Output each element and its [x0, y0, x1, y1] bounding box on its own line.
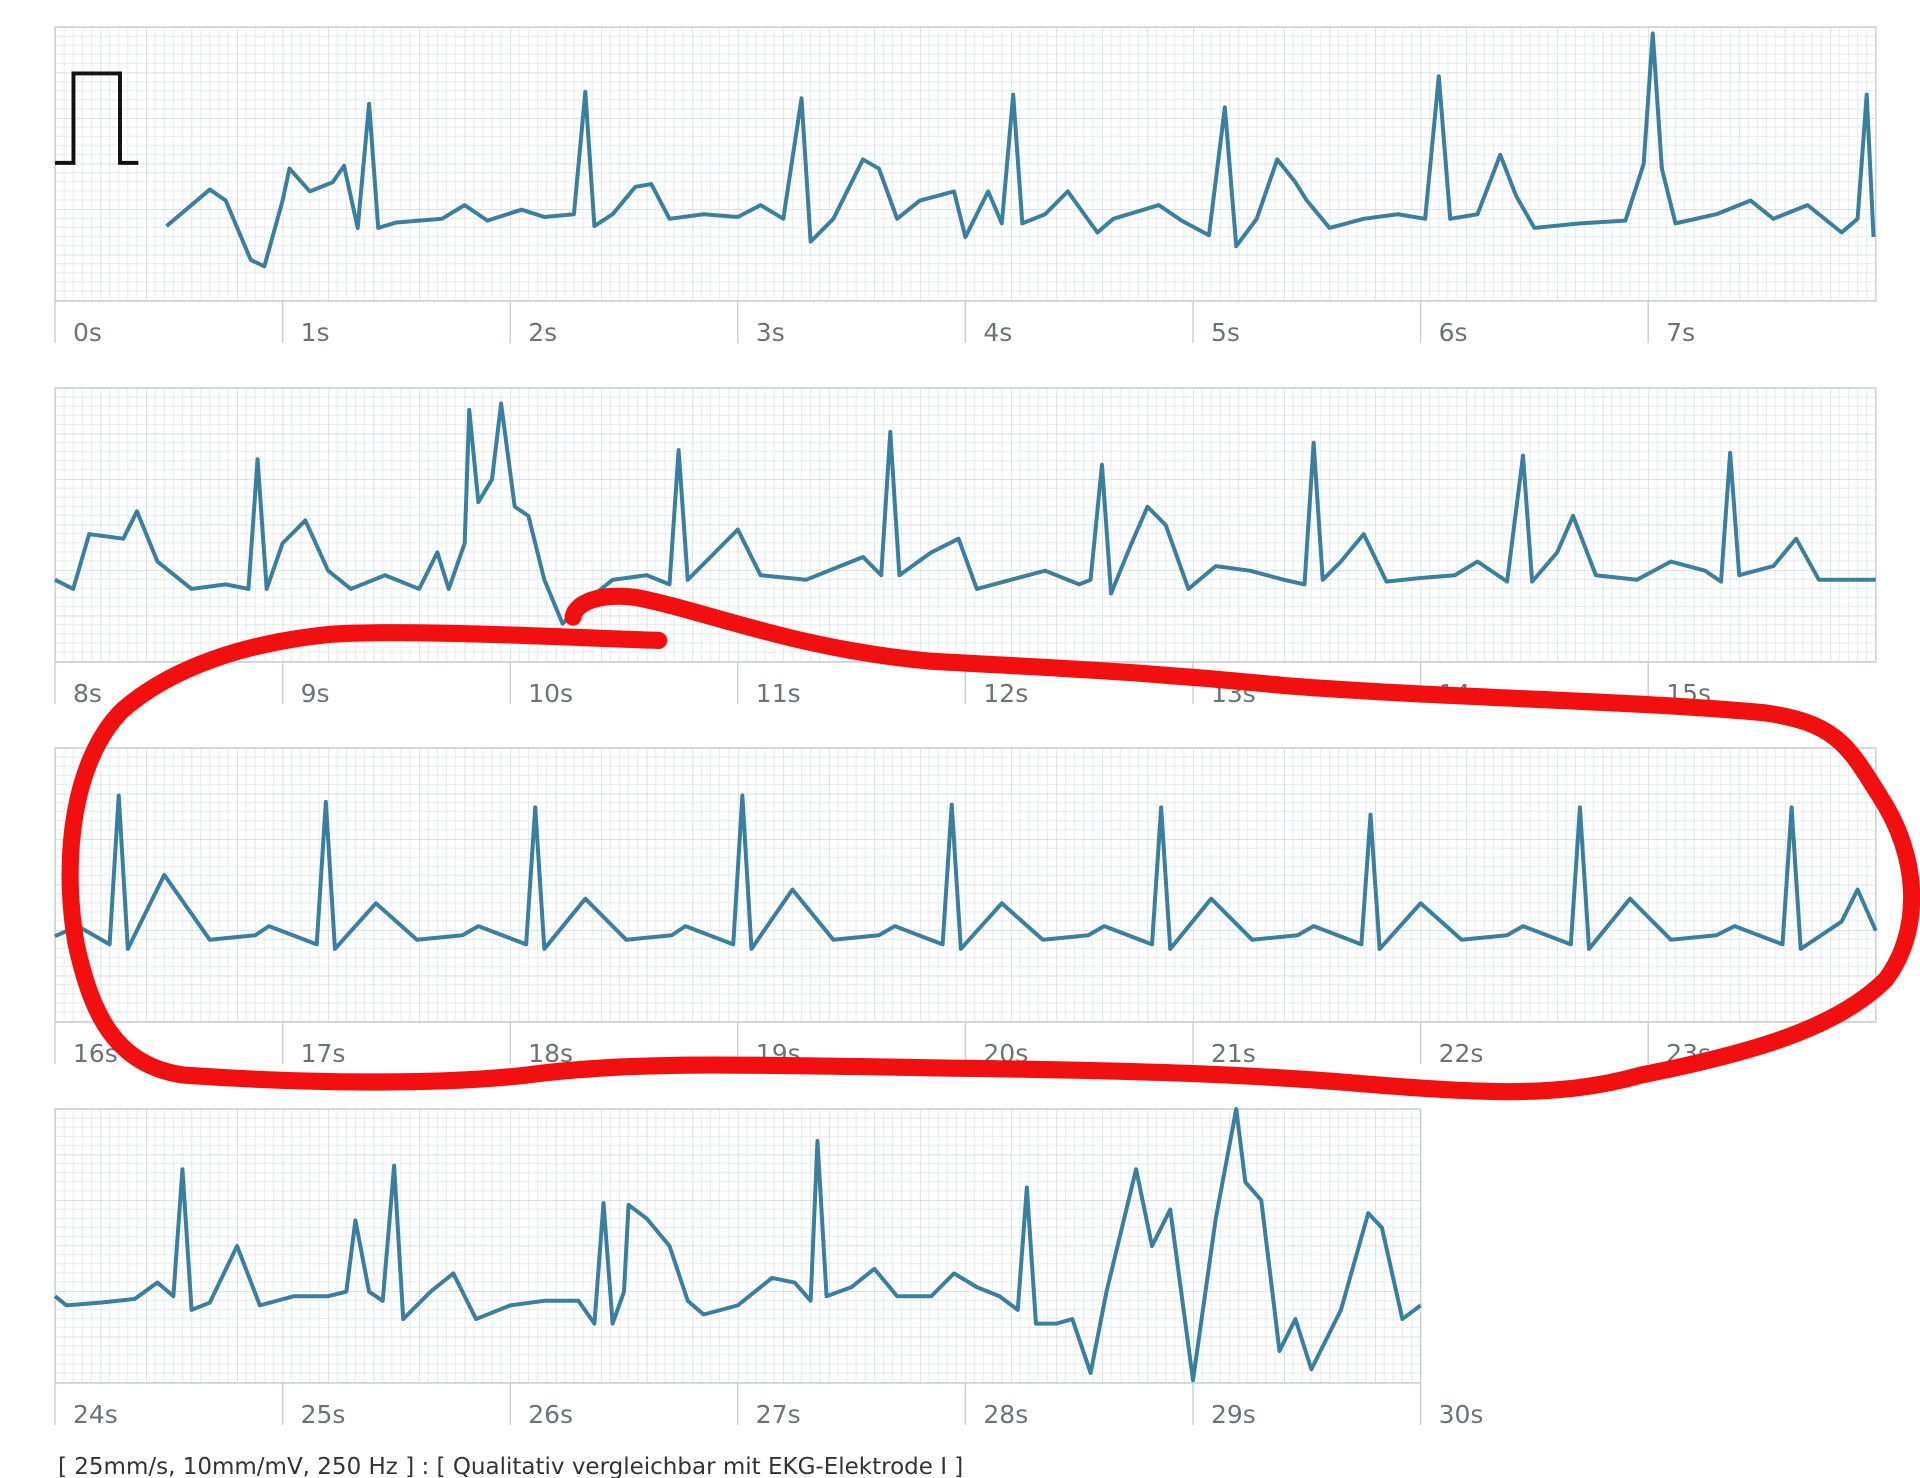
x-tick-label: 3s	[756, 318, 785, 347]
calibration-pulse	[55, 71, 139, 165]
x-tick-label: 29s	[1211, 1400, 1256, 1429]
x-tick-label: 26s	[528, 1400, 573, 1429]
x-tick-label: 4s	[983, 318, 1012, 347]
ecg-trace	[165, 31, 1876, 269]
x-tick-label: 30s	[1439, 1400, 1484, 1429]
ecg-strip: 24s 25s 26s 27s 28s 29s 30s	[53, 1107, 1484, 1429]
x-tick-label: 9s	[301, 679, 330, 708]
strip-grid	[54, 1108, 1422, 1384]
x-tick-label: 5s	[1211, 318, 1240, 347]
x-tick-label: 6s	[1439, 318, 1468, 347]
ecg-trace	[54, 401, 1876, 626]
x-tick-label: 24s	[73, 1400, 118, 1429]
x-tick-label: 21s	[1211, 1039, 1256, 1068]
x-tick-label: 7s	[1666, 318, 1695, 347]
x-tick-label: 17s	[301, 1039, 346, 1068]
x-tick-label: 11s	[756, 679, 801, 708]
strip-grid	[54, 387, 1877, 663]
x-tick-label: 12s	[983, 679, 1028, 708]
ecg-trace	[53, 1107, 1422, 1383]
footer: [ 25mm/s, 10mm/mV, 250 Hz ] : [ Qualitat…	[58, 1454, 963, 1478]
x-tick-label: 25s	[301, 1400, 346, 1429]
x-tick-label: 10s	[528, 679, 573, 708]
x-tick-label: 22s	[1439, 1039, 1484, 1068]
strip-grid	[54, 26, 1877, 302]
ecg-strip: 0s 1s 2s 3s 4s 5s 6s 7s	[54, 26, 1877, 347]
x-tick-label: 27s	[756, 1400, 801, 1429]
x-tick-label: 8s	[73, 679, 102, 708]
x-tick-label: 0s	[73, 318, 102, 347]
x-tick-label: 1s	[301, 318, 330, 347]
ecg-strip: 16s 17s 18s 19s 20s 21s 22s 23s	[54, 747, 1878, 1068]
strip-grid	[54, 747, 1877, 1023]
x-tick-label: 28s	[983, 1400, 1028, 1429]
ecg-trace	[54, 793, 1878, 951]
ecg-strip: 8s 9s 10s 11s 12s 13s 14s 15s	[54, 387, 1877, 708]
red-annotation	[61, 587, 1920, 1101]
x-tick-label: 2s	[528, 318, 557, 347]
